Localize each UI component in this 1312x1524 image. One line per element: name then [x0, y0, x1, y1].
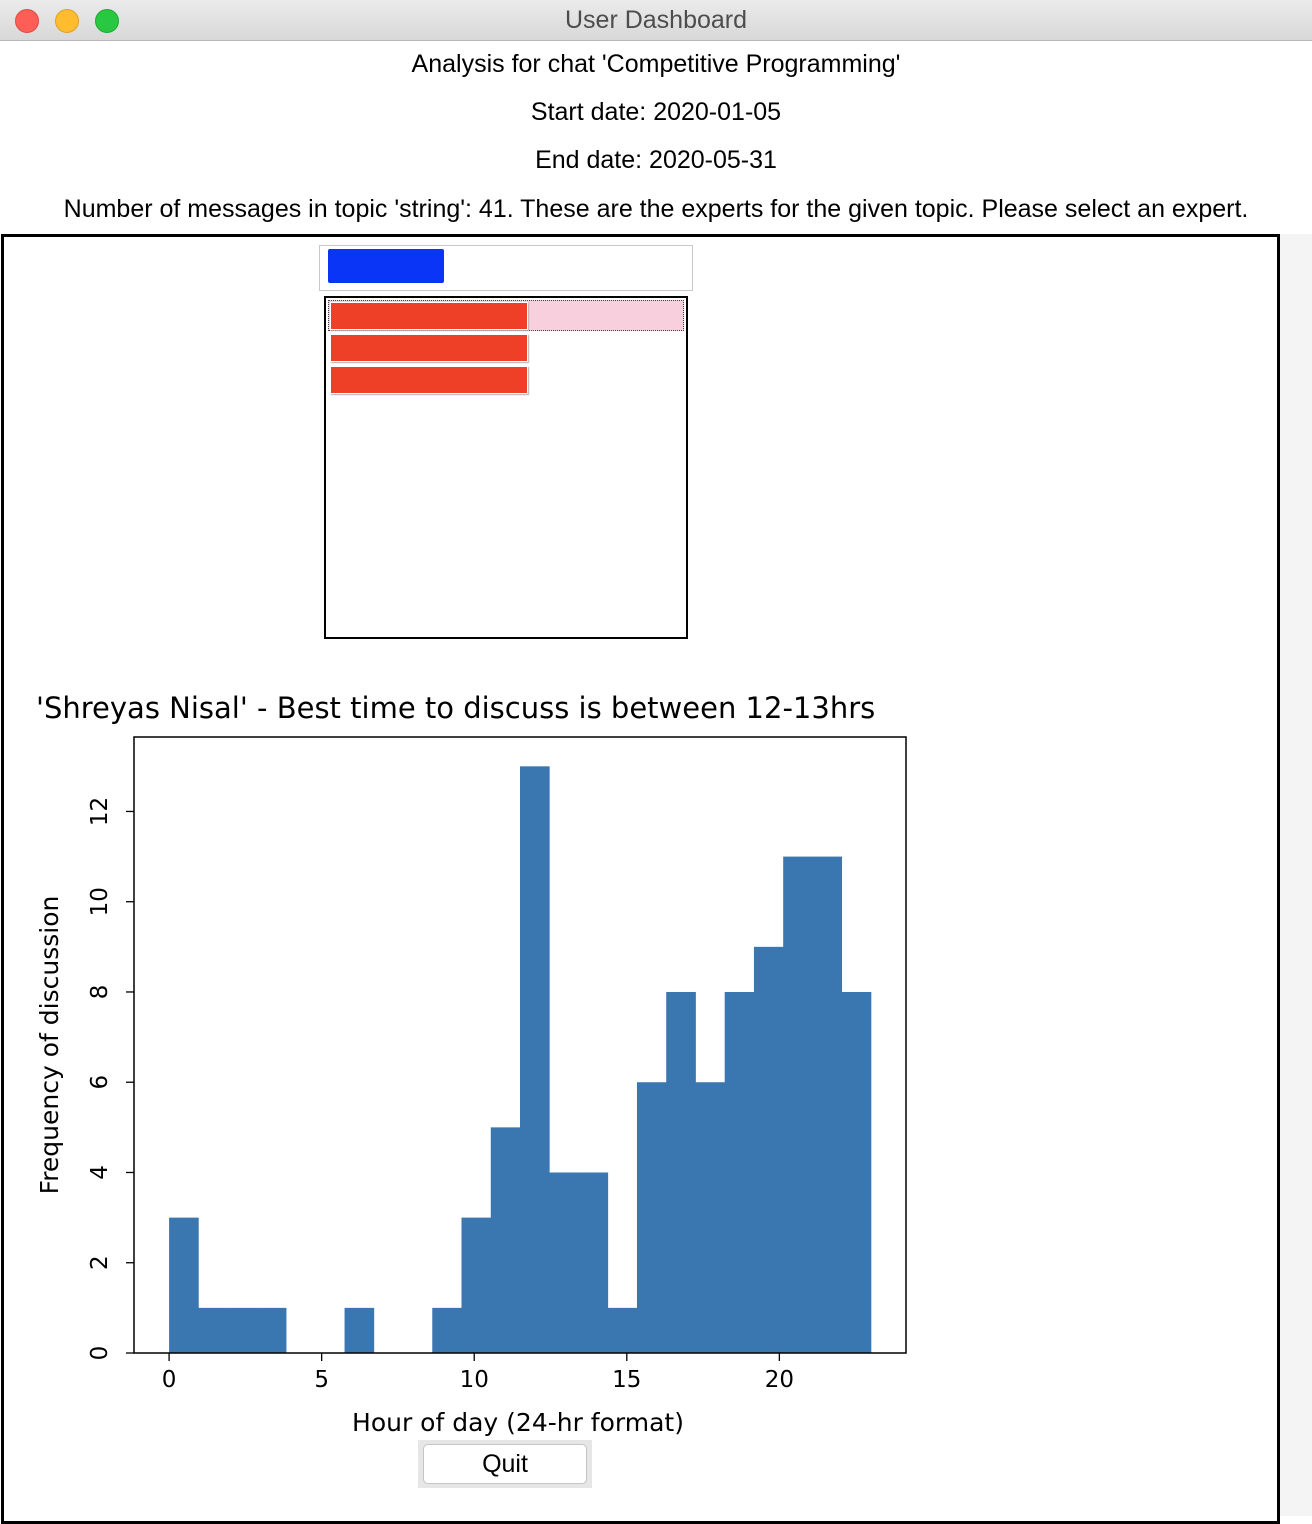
histogram-bar	[607, 1307, 638, 1353]
y-tick-label: 4	[87, 1165, 113, 1180]
histogram-bar	[461, 1217, 492, 1353]
x-tick-label: 15	[612, 1367, 641, 1393]
histogram-bar	[753, 946, 784, 1353]
y-tick-label: 0	[87, 1346, 113, 1361]
histogram-bar	[841, 991, 872, 1353]
quit-button-area: Quit	[418, 1440, 592, 1488]
x-axis-ticks: 0 5 10 15 20	[162, 1353, 794, 1393]
scroll-area	[1280, 234, 1312, 1516]
topic-summary-label: Number of messages in topic 'string': 41…	[63, 195, 1249, 223]
x-tick-label: 10	[460, 1367, 489, 1393]
histogram-bar	[169, 1217, 199, 1353]
chart-title: 'Shreyas Nisal' - Best time to discuss i…	[36, 691, 875, 725]
chat-analysis-label: Analysis for chat 'Competitive Programmi…	[411, 50, 901, 78]
minimize-window-button[interactable]	[55, 9, 79, 33]
x-tick-label: 20	[765, 1367, 794, 1393]
maximize-window-button[interactable]	[95, 9, 119, 33]
start-date-label: Start date: 2020-01-05	[530, 98, 782, 126]
x-tick-label: 0	[162, 1367, 177, 1393]
histogram-chart: 'Shreyas Nisal' - Best time to discuss i…	[35, 691, 907, 1437]
histogram-bar	[695, 1082, 726, 1353]
bars-group	[169, 766, 872, 1353]
histogram-bar	[256, 1307, 287, 1353]
y-tick-label: 8	[87, 985, 113, 1000]
y-tick-label: 6	[87, 1075, 113, 1090]
histogram-bar	[666, 991, 696, 1353]
y-axis-ticks: 0 2 4 6 8 10 12	[87, 797, 134, 1360]
expert-button[interactable]	[330, 334, 528, 362]
histogram-bar	[198, 1307, 228, 1353]
plot-frame	[133, 736, 907, 1354]
histogram-bar	[432, 1307, 462, 1353]
expert-button[interactable]	[330, 302, 528, 330]
histogram-bar	[227, 1307, 258, 1353]
histogram-bar	[490, 1127, 521, 1353]
histogram-bar	[520, 766, 550, 1353]
expert-listbox[interactable]	[324, 296, 688, 639]
top-blue-button[interactable]	[328, 249, 444, 283]
x-axis-label: Hour of day (24-hr format)	[352, 1408, 684, 1437]
histogram-bar	[578, 1172, 609, 1353]
expert-list-row[interactable]	[328, 364, 684, 395]
histogram-bar	[344, 1307, 375, 1353]
expert-button[interactable]	[330, 366, 528, 394]
y-tick-label: 2	[87, 1255, 113, 1270]
y-tick-label: 10	[87, 887, 113, 916]
histogram-bar	[812, 856, 843, 1353]
expert-list-row[interactable]	[328, 332, 684, 363]
window-title: User Dashboard	[564, 6, 748, 34]
y-tick-label: 12	[87, 797, 113, 826]
histogram-bar	[724, 991, 755, 1353]
top-control-box	[319, 245, 693, 291]
histogram-bar	[636, 1082, 667, 1353]
end-date-label: End date: 2020-05-31	[535, 146, 777, 174]
expert-list-row-selected[interactable]	[328, 300, 684, 331]
title-bar: User Dashboard	[0, 0, 1312, 41]
close-window-button[interactable]	[15, 9, 39, 33]
x-tick-label: 5	[314, 1367, 329, 1393]
quit-button[interactable]: Quit	[423, 1444, 587, 1484]
y-axis-label: Frequency of discussion	[35, 896, 64, 1195]
histogram-bar	[783, 856, 813, 1353]
histogram-bar	[549, 1172, 579, 1353]
